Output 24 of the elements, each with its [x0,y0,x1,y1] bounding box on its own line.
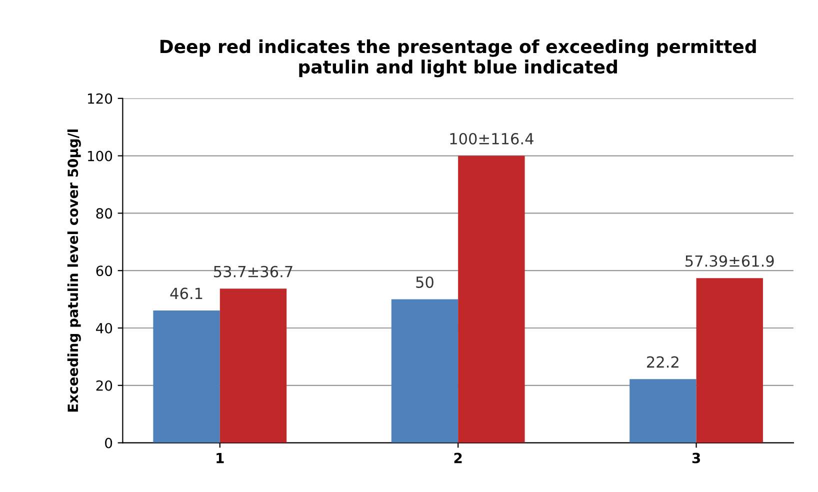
bar [696,278,763,443]
data-label: 50 [416,276,434,288]
y-tick-label: 120 [88,93,112,104]
y-tick-label: 20 [96,380,112,391]
y-tick-label: 40 [96,322,112,334]
y-tick-label: 60 [96,266,112,276]
y-tick-label: 100 [88,150,112,162]
bar [391,299,458,443]
x-tick-label: 3 [692,452,700,464]
bar [630,379,696,443]
data-label: 22.2 [647,356,678,368]
x-tick-label: 1 [216,452,224,464]
data-label: 46.1 [170,288,202,300]
data-label: 53.7±36.7 [214,266,292,278]
chart-title: Deep red indicates the presentage of exceeding permitted patulin and light blue indicated [160,39,756,78]
data-label: 57.39±61.9 [686,255,774,267]
data-label: 100±116.4 [450,132,534,145]
y-axis-title: Exceeding patulin level cover 50μg/l [67,130,81,412]
bar [458,156,525,443]
bar [153,310,220,443]
bar [220,288,287,443]
x-tick-label: 2 [454,452,462,464]
y-tick-label: 80 [96,208,112,219]
y-tick-label: 0 [105,438,112,448]
